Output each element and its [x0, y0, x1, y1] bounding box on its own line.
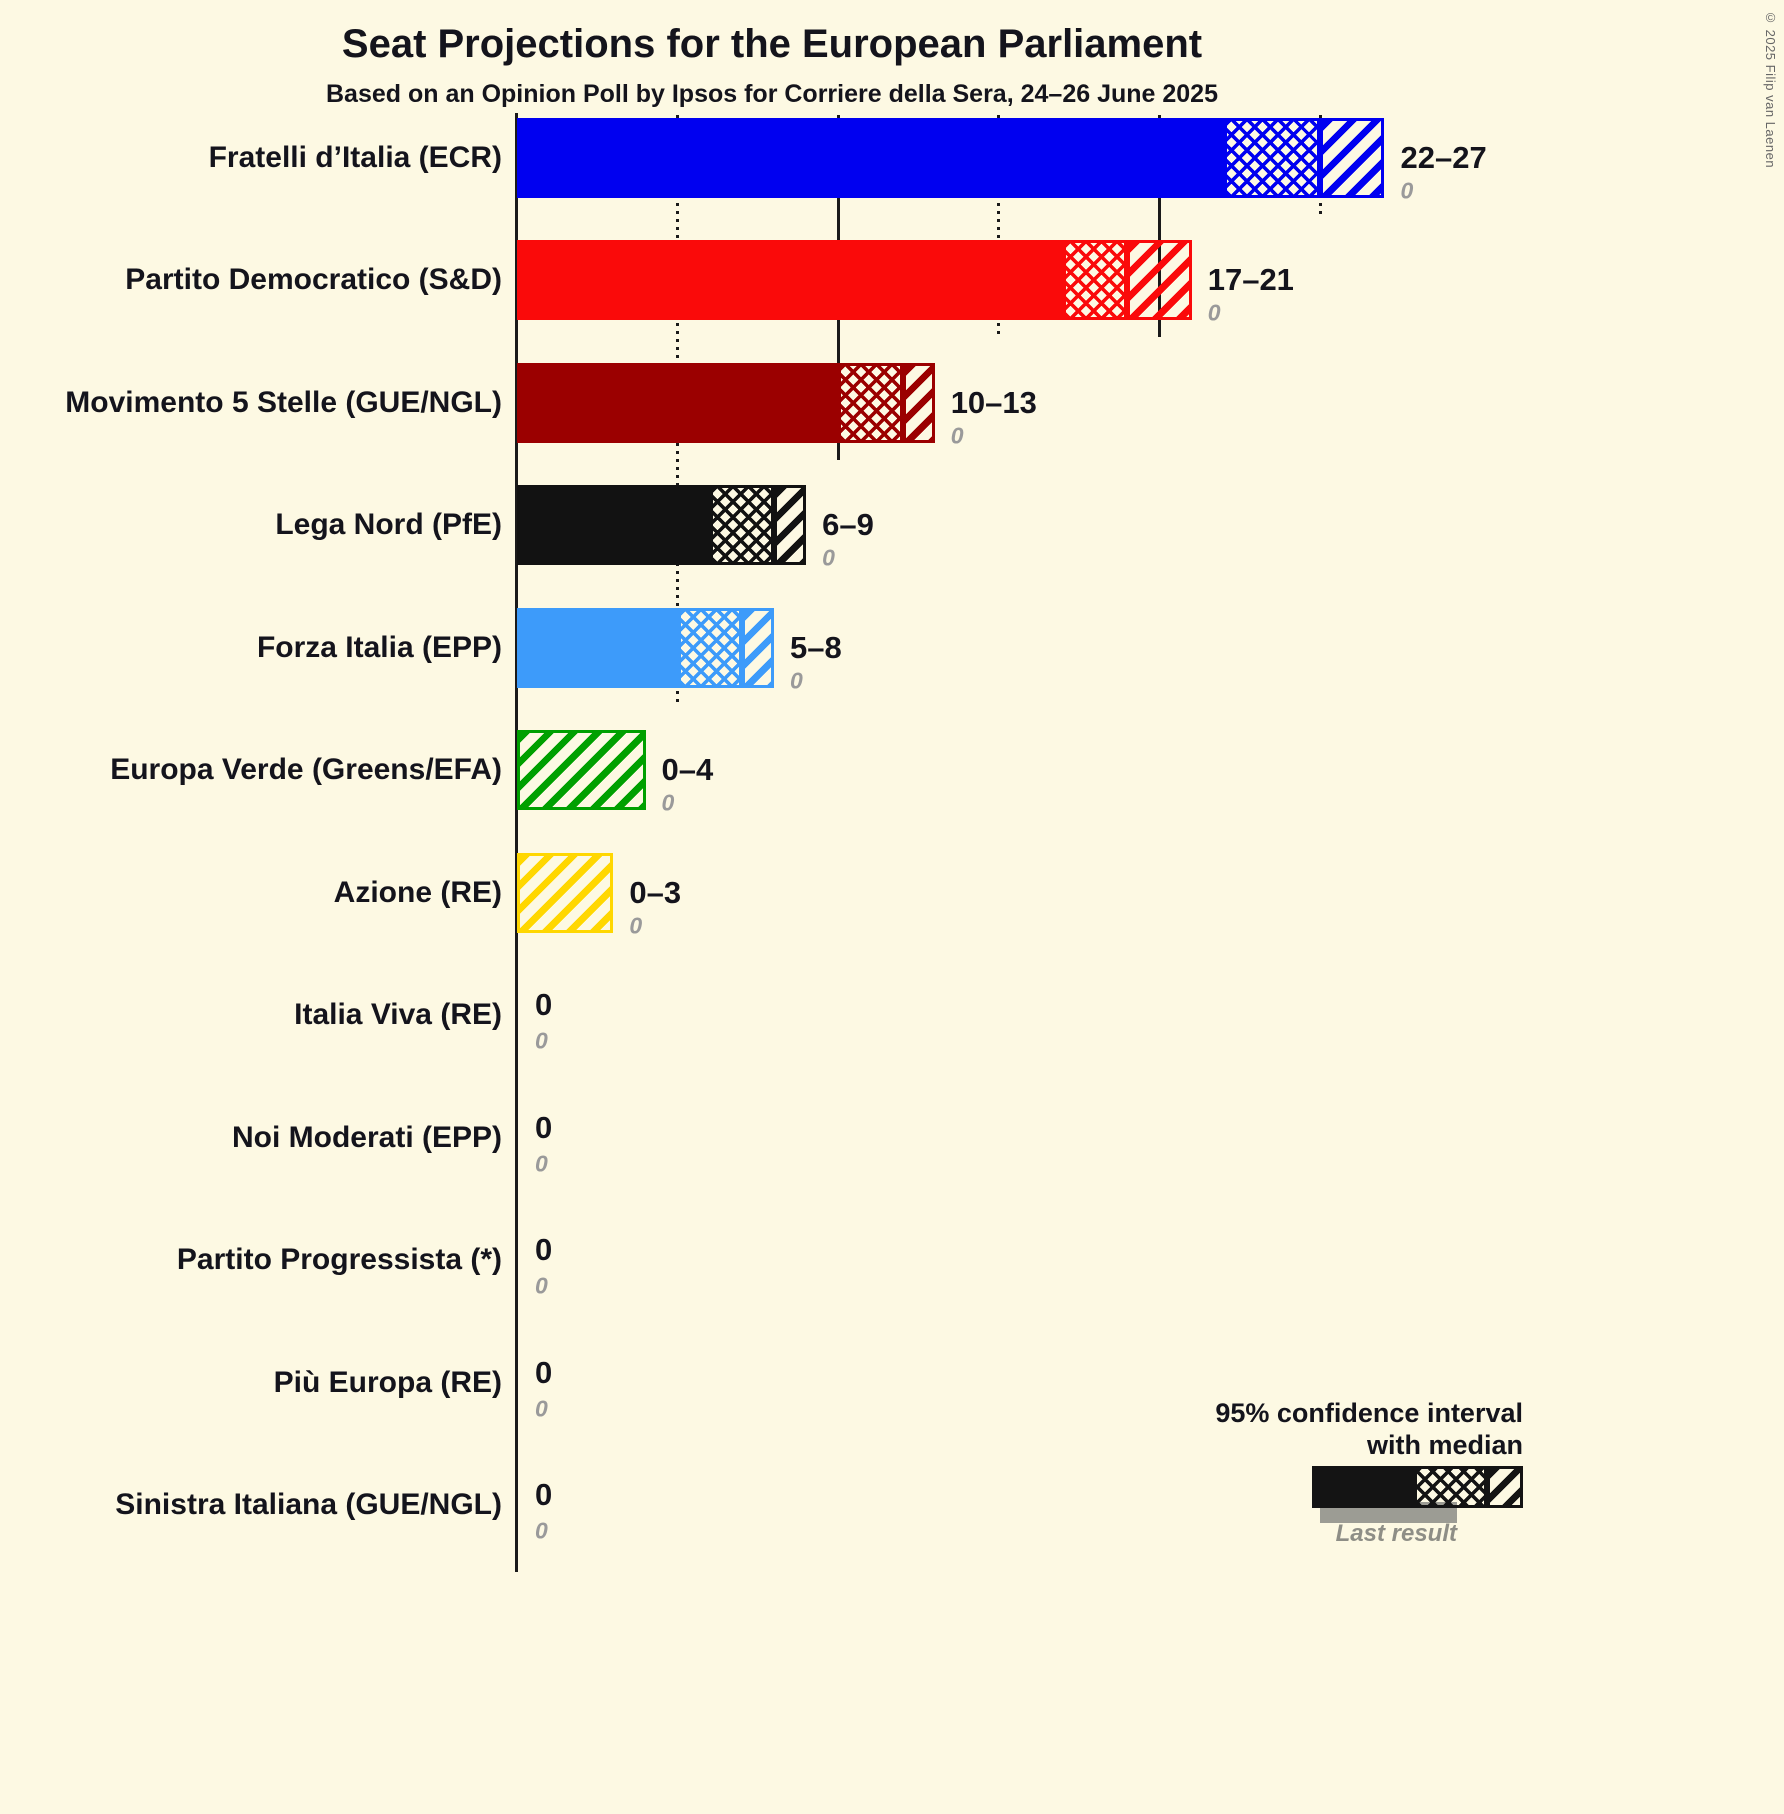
seat-bar	[517, 118, 1385, 198]
seat-range-label: 10–13	[950, 384, 1037, 420]
last-result-value: 0	[629, 912, 643, 939]
seat-bar	[517, 362, 935, 443]
last-result-value: 0	[822, 544, 835, 571]
seat-range-label: 0	[535, 1109, 553, 1145]
bar-crosshatch-segment	[677, 607, 742, 688]
legend-last-result-label: Last result	[1335, 1520, 1457, 1547]
last-result-value: 0	[790, 667, 803, 694]
last-result-value: 0	[535, 1027, 548, 1054]
legend-ci-subtitle: with median	[1366, 1430, 1523, 1460]
last-result-value: 0	[661, 789, 675, 816]
party-row-label: Lega Nord (PfE)	[275, 508, 502, 542]
last-result-value: 0	[535, 1272, 548, 1299]
party-row-label: Movimento 5 Stelle (GUE/NGL)	[65, 385, 502, 419]
copyright-notice: © 2025 Filip van Laenen	[1763, 10, 1778, 169]
seat-range-label: 0–4	[661, 752, 714, 788]
seat-range-label: 0	[535, 1476, 553, 1512]
seat-range-label: 0–3	[629, 874, 682, 910]
bar-diagonal-segment	[774, 485, 807, 566]
bar-diagonal-segment	[517, 730, 646, 811]
seat-bar	[517, 485, 807, 566]
bar-solid-segment	[517, 118, 1224, 198]
party-row-label: Partito Progressista (*)	[176, 1243, 502, 1277]
seat-range-label: 22–27	[1400, 140, 1487, 175]
seat-range-label: 17–21	[1207, 262, 1294, 298]
gridline-20-seats	[1158, 115, 1162, 338]
bar-crosshatch-segment	[1223, 118, 1321, 198]
seat-range-label: 0	[535, 987, 553, 1023]
bar-solid-segment	[517, 607, 678, 688]
party-row-label: Sinistra Italiana (GUE/NGL)	[115, 1487, 502, 1521]
last-result-value: 0	[535, 1150, 548, 1177]
seat-bar	[517, 730, 646, 811]
bar-solid-segment	[517, 485, 710, 566]
party-row-label: Fratelli d’Italia (ECR)	[208, 141, 502, 174]
party-row-label: Noi Moderati (EPP)	[231, 1120, 502, 1154]
party-row-label: Forza Italia (EPP)	[256, 630, 502, 664]
legend-crosshatch-segment	[1414, 1466, 1487, 1508]
bar-diagonal-segment	[517, 852, 614, 933]
legend-ci-sample-bar	[1312, 1466, 1523, 1508]
party-row-label: Italia Viva (RE)	[294, 998, 502, 1032]
chart-title: Seat Projections for the European Parlia…	[341, 22, 1203, 66]
bar-solid-segment	[517, 362, 839, 443]
bar-diagonal-segment	[1127, 240, 1192, 321]
bar-diagonal-segment	[741, 607, 775, 688]
party-row-label: Più Europa (RE)	[273, 1365, 502, 1399]
seat-range-label: 0	[535, 1232, 553, 1268]
bar-crosshatch-segment	[709, 485, 775, 566]
legend-solid-segment	[1312, 1466, 1414, 1508]
last-result-value: 0	[950, 422, 964, 449]
last-result-value: 0	[535, 1517, 548, 1544]
last-result-value: 0	[1400, 177, 1414, 204]
bar-crosshatch-segment	[1063, 240, 1128, 321]
chart-header: Seat Projections for the European Parlia…	[0, 0, 1544, 109]
bar-diagonal-segment	[1320, 118, 1385, 198]
y-axis-line	[515, 113, 518, 1572]
bar-solid-segment	[517, 240, 1064, 321]
seat-bar	[517, 240, 1192, 321]
bar-diagonal-segment	[902, 362, 935, 443]
legend-ci-title: 95% confidence interval	[1215, 1398, 1523, 1428]
last-result-value: 0	[535, 1395, 548, 1421]
seat-range-label: 6–9	[822, 507, 874, 543]
seat-range-label: 0	[535, 1354, 553, 1390]
party-row-label: Azione (RE)	[333, 875, 502, 909]
last-result-value: 0	[1207, 299, 1221, 326]
party-row-label: Europa Verde (Greens/EFA)	[110, 753, 502, 787]
gridline-15-seats	[997, 115, 1001, 338]
seat-bar	[517, 607, 775, 688]
party-row-label: Partito Democratico (S&D)	[125, 263, 502, 297]
seat-bar	[517, 852, 614, 933]
chart-subtitle: Based on an Opinion Poll by Ipsos for Co…	[326, 80, 1218, 108]
bar-crosshatch-segment	[838, 362, 903, 443]
legend-diagonal-segment	[1487, 1466, 1523, 1508]
seat-range-label: 5–8	[790, 629, 842, 665]
